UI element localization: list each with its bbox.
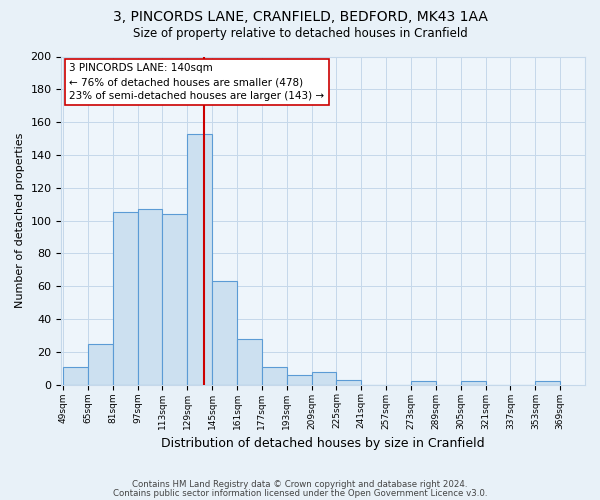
Bar [237, 338, 262, 384]
Bar [262, 366, 287, 384]
Bar [212, 282, 237, 385]
Text: Contains HM Land Registry data © Crown copyright and database right 2024.: Contains HM Land Registry data © Crown c… [132, 480, 468, 489]
Bar [187, 134, 212, 384]
Bar [311, 372, 337, 384]
Bar [287, 375, 311, 384]
Y-axis label: Number of detached properties: Number of detached properties [15, 133, 25, 308]
Bar [337, 380, 361, 384]
Text: Contains public sector information licensed under the Open Government Licence v3: Contains public sector information licen… [113, 488, 487, 498]
Text: Size of property relative to detached houses in Cranfield: Size of property relative to detached ho… [133, 28, 467, 40]
Bar [63, 366, 88, 384]
Text: 3, PINCORDS LANE, CRANFIELD, BEDFORD, MK43 1AA: 3, PINCORDS LANE, CRANFIELD, BEDFORD, MK… [113, 10, 487, 24]
Text: 3 PINCORDS LANE: 140sqm
← 76% of detached houses are smaller (478)
23% of semi-d: 3 PINCORDS LANE: 140sqm ← 76% of detache… [69, 63, 325, 101]
Bar [411, 382, 436, 384]
Bar [461, 382, 485, 384]
Bar [113, 212, 137, 384]
Bar [137, 209, 163, 384]
Bar [88, 344, 113, 384]
Bar [535, 382, 560, 384]
X-axis label: Distribution of detached houses by size in Cranfield: Distribution of detached houses by size … [161, 437, 485, 450]
Bar [163, 214, 187, 384]
